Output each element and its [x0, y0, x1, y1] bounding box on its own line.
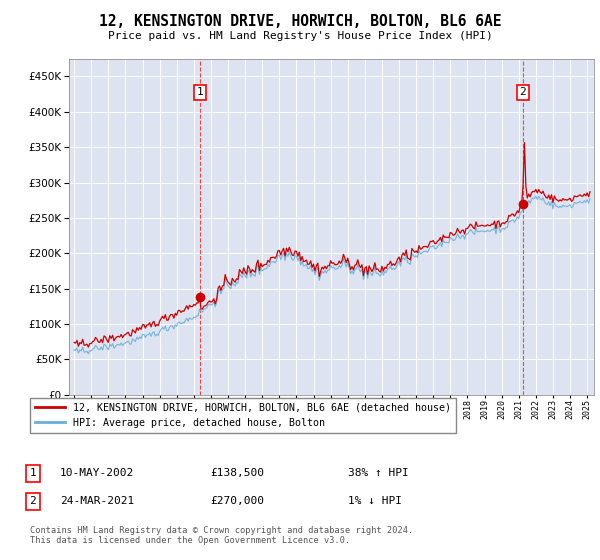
Text: 24-MAR-2021: 24-MAR-2021: [60, 496, 134, 506]
Text: 1: 1: [29, 468, 37, 478]
Legend: 12, KENSINGTON DRIVE, HORWICH, BOLTON, BL6 6AE (detached house), HPI: Average pr: 12, KENSINGTON DRIVE, HORWICH, BOLTON, B…: [30, 398, 456, 432]
Text: 2: 2: [520, 87, 526, 97]
Text: 10-MAY-2002: 10-MAY-2002: [60, 468, 134, 478]
Text: 12, KENSINGTON DRIVE, HORWICH, BOLTON, BL6 6AE: 12, KENSINGTON DRIVE, HORWICH, BOLTON, B…: [99, 14, 501, 29]
Text: 1% ↓ HPI: 1% ↓ HPI: [348, 496, 402, 506]
Text: 2: 2: [29, 496, 37, 506]
Text: 1: 1: [197, 87, 204, 97]
Text: 38% ↑ HPI: 38% ↑ HPI: [348, 468, 409, 478]
Text: This data is licensed under the Open Government Licence v3.0.: This data is licensed under the Open Gov…: [30, 536, 350, 545]
Text: Contains HM Land Registry data © Crown copyright and database right 2024.: Contains HM Land Registry data © Crown c…: [30, 526, 413, 535]
Text: £270,000: £270,000: [210, 496, 264, 506]
Text: Price paid vs. HM Land Registry's House Price Index (HPI): Price paid vs. HM Land Registry's House …: [107, 31, 493, 41]
Text: £138,500: £138,500: [210, 468, 264, 478]
